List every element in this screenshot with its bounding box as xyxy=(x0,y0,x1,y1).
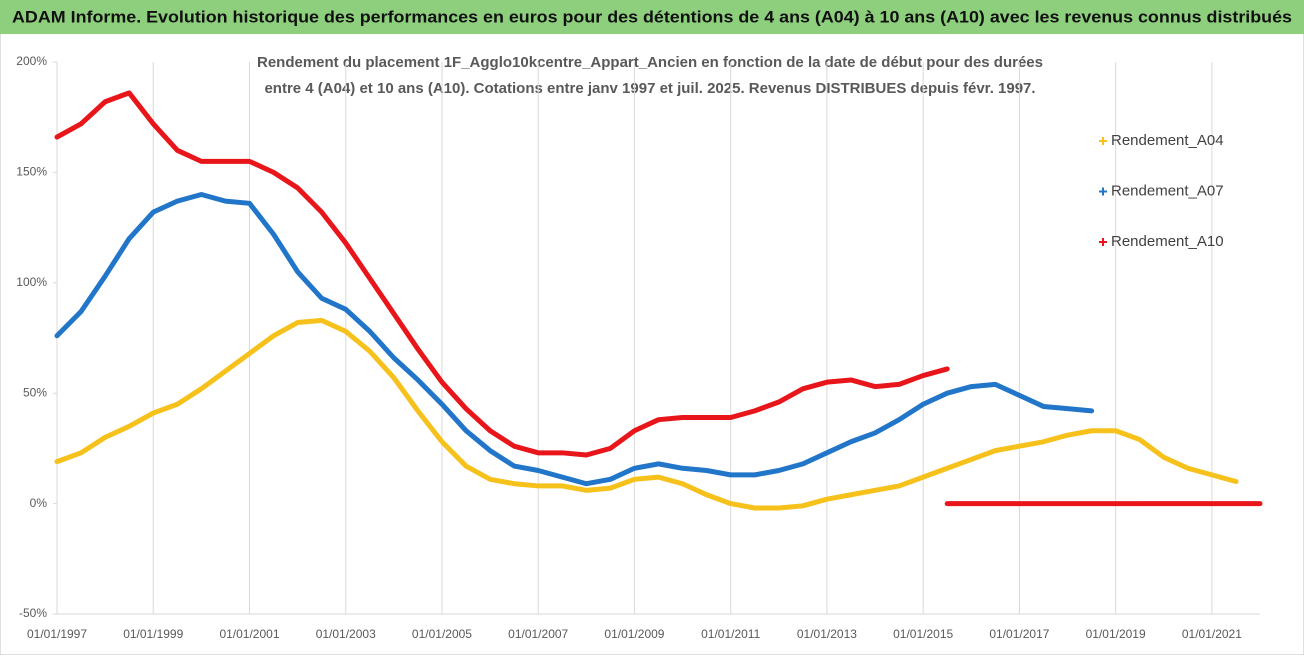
chart-title: ADAM Informe. Evolution historique des p… xyxy=(12,7,1292,26)
x-tick-label: 01/01/2005 xyxy=(412,627,472,641)
legend-label: Rendement_A10 xyxy=(1111,233,1224,250)
series-line xyxy=(54,191,1095,487)
x-tick-label: 01/01/2017 xyxy=(989,627,1049,641)
x-tick-label: 01/01/2003 xyxy=(316,627,376,641)
y-tick-label: 150% xyxy=(16,165,47,179)
y-tick-label: 100% xyxy=(16,275,47,289)
legend-marker xyxy=(1099,187,1107,196)
x-tick-label: 01/01/2009 xyxy=(604,627,664,641)
x-tick-label: 01/01/1997 xyxy=(27,627,87,641)
legend-label: Rendement_A04 xyxy=(1111,132,1224,149)
legend-marker xyxy=(1099,238,1107,246)
x-tick-label: 01/01/2001 xyxy=(219,627,279,641)
series-line xyxy=(54,317,1239,511)
y-tick-label: 50% xyxy=(23,385,47,399)
x-tick-label: 01/01/2019 xyxy=(1086,627,1146,641)
x-tick-label: 01/01/2013 xyxy=(797,627,857,641)
chart-subtitle: Rendement du placement 1F_Agglo10kcentre… xyxy=(257,54,1043,71)
legend-marker xyxy=(1099,137,1107,145)
title-bar xyxy=(0,0,1304,34)
series-line xyxy=(54,90,950,458)
chart-subtitle: entre 4 (A04) et 10 ans (A10). Cotations… xyxy=(264,80,1035,97)
x-tick-label: 01/01/2011 xyxy=(701,627,760,641)
y-tick-label: 200% xyxy=(16,54,47,68)
x-tick-label: 01/01/1999 xyxy=(123,627,183,641)
x-tick-label: 01/01/2015 xyxy=(893,627,953,641)
x-tick-label: 01/01/2007 xyxy=(508,627,568,641)
legend-label: Rendement_A07 xyxy=(1111,182,1224,199)
y-tick-label: 0% xyxy=(30,496,48,510)
x-tick-label: 01/01/2021 xyxy=(1182,627,1242,641)
y-tick-label: -50% xyxy=(19,606,47,620)
